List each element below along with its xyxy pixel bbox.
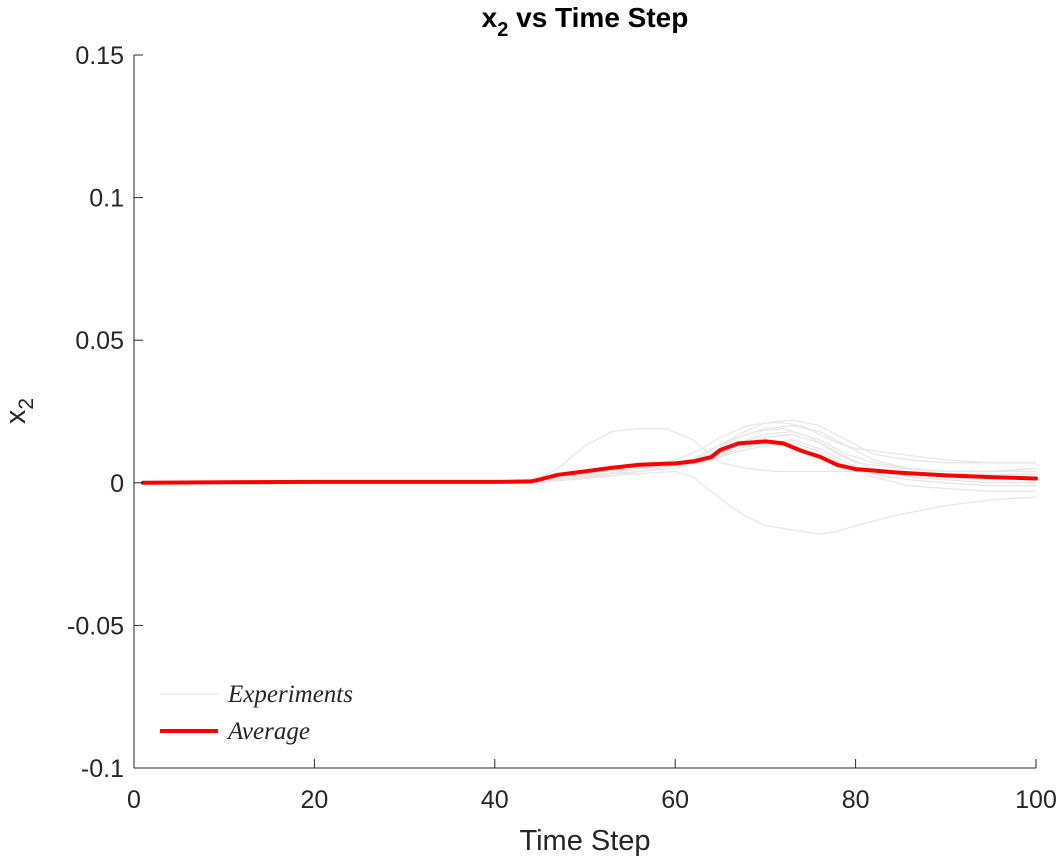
x-tick-label: 80 [842, 786, 870, 814]
average-line [141, 439, 1038, 485]
x-tick-label: 0 [127, 786, 141, 814]
axes: 0 20 40 60 80 100 -0.1 -0.05 0 0.05 0.1 0.15 [67, 42, 1057, 814]
x-tick-label: 60 [661, 786, 689, 814]
legend-label-experiments: Experiments [227, 681, 353, 708]
chart-title: x2 vs Time Step [482, 2, 689, 41]
experiment-line-6 [143, 425, 1037, 484]
y-tick-label: 0.05 [75, 327, 124, 355]
experiment-line-10 [143, 442, 1036, 493]
x-tick-label: 20 [300, 786, 328, 814]
x-tick-label: 100 [1015, 786, 1057, 814]
plot-area [141, 419, 1038, 535]
experiment-line-2 [143, 470, 1037, 535]
y-axis-label: x2 [0, 398, 38, 424]
legend: Experiments Average [160, 681, 353, 745]
y-tick-label: -0.1 [81, 755, 124, 783]
experiment-line-9 [143, 419, 1036, 484]
y-tick-label: 0.1 [89, 185, 124, 213]
y-tick-label: -0.05 [67, 612, 124, 640]
y-tick-label: 0 [110, 470, 124, 498]
x-tick-label: 40 [481, 786, 509, 814]
y-tick-label: 0.15 [75, 42, 124, 70]
experiment-line-8 [143, 439, 1036, 487]
legend-label-average: Average [226, 718, 310, 745]
x-axis-label: Time Step [519, 825, 650, 857]
